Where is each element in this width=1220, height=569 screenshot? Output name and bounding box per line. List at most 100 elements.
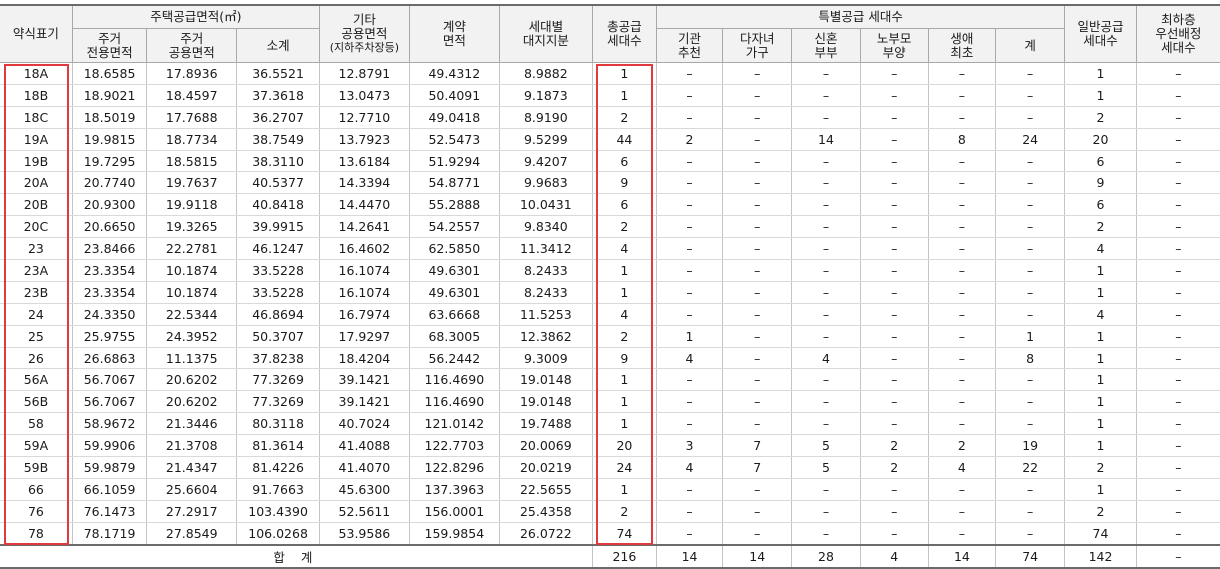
table-cell: – [791, 193, 861, 217]
table-cell: 4 [591, 303, 657, 326]
total-cell: 4 [859, 543, 929, 569]
table-cell: 41.4070 [318, 456, 410, 479]
table-cell: 38.3110 [236, 150, 320, 173]
table-cell: 156.0001 [408, 500, 500, 523]
table-cell: 77.3269 [236, 390, 320, 414]
table-cell: – [1135, 106, 1220, 129]
total-row: 합 계 216 14 14 28 4 14 74 142 – [0, 543, 1220, 569]
table-cell: – [1135, 215, 1220, 239]
table-cell: 19.9815 [71, 128, 148, 151]
table-cell: 24.3952 [146, 325, 238, 348]
table-cell: 5 [791, 434, 861, 458]
total-label: 합 계 [0, 543, 593, 569]
table-cell: 59.9879 [71, 456, 148, 479]
table-cell: – [1135, 193, 1220, 217]
table-cell: 19.3265 [146, 215, 238, 239]
table-cell: – [655, 84, 724, 107]
table-cell: – [859, 522, 929, 546]
table-cell: 19.0148 [498, 390, 593, 414]
table-cell: – [722, 390, 793, 414]
header-contract-area: 계약 면적 [408, 4, 500, 63]
housing-supply-table: 약식표기 주택공급면적(㎡) 기타 공용면적 (지하주차장등) 계약 면적 세대… [0, 4, 1220, 569]
table-cell: – [859, 500, 929, 523]
table-cell: – [1135, 84, 1220, 107]
table-cell: – [722, 412, 793, 436]
table-cell: – [655, 412, 724, 436]
table-cell: 45.6300 [318, 478, 410, 501]
table-cell: – [1135, 259, 1220, 282]
table-cell: 2 [1064, 456, 1137, 479]
table-cell: 19.9118 [146, 193, 238, 217]
table-cell: – [1135, 456, 1220, 479]
table-cell: 4 [791, 347, 861, 370]
table-cell: 9 [591, 171, 657, 195]
table-cell: – [994, 62, 1066, 85]
table-row: 56B 56.7067 20.6202 77.3269 39.1421 116.4690 1… [0, 390, 1220, 414]
table-cell: – [859, 128, 929, 151]
table-cell: 50.3707 [236, 325, 320, 348]
type-code-cell: 23A [0, 259, 73, 282]
table-cell: 56.7067 [71, 390, 148, 414]
table-cell: 59.9906 [71, 434, 148, 458]
table-cell: 78.1719 [71, 522, 148, 546]
table-cell: – [994, 390, 1066, 414]
table-cell: 19.0148 [498, 368, 593, 392]
total-cell: 28 [791, 543, 861, 569]
table-cell: – [791, 522, 861, 546]
table-cell: 46.8694 [236, 303, 320, 326]
table-cell: 1 [591, 412, 657, 436]
table-cell: – [1135, 500, 1220, 523]
table-cell: – [859, 84, 929, 107]
table-cell: – [655, 478, 724, 501]
total-cell: 142 [1064, 543, 1137, 569]
table-cell: 16.1074 [318, 281, 410, 304]
table-cell: 77.3269 [236, 368, 320, 392]
table-cell: – [1135, 368, 1220, 392]
table-cell: 6 [1064, 193, 1137, 217]
table-cell: 121.0142 [408, 412, 500, 436]
table-row: 20B 20.9300 19.9118 40.8418 14.4470 55.2888 10… [0, 193, 1220, 217]
table-cell: 103.4390 [236, 500, 320, 523]
table-cell: 76.1473 [71, 500, 148, 523]
table-cell: 19.7488 [498, 412, 593, 436]
table-cell: – [859, 259, 929, 282]
table-cell: 46.1247 [236, 237, 320, 261]
table-cell: 1 [591, 390, 657, 414]
table-cell: 38.7549 [236, 128, 320, 151]
table-cell: – [994, 259, 1066, 282]
table-cell: – [791, 259, 861, 282]
table-cell: 8.9190 [498, 106, 593, 129]
table-cell: 9.1873 [498, 84, 593, 107]
table-cell: – [1135, 171, 1220, 195]
table-cell: – [927, 106, 996, 129]
table-cell: – [722, 325, 793, 348]
table-row: 58 58.9672 21.3446 80.3118 40.7024 121.0142 19… [0, 412, 1220, 436]
table-cell: 18.4597 [146, 84, 238, 107]
table-cell: – [791, 281, 861, 304]
table-cell: 18.9021 [71, 84, 148, 107]
table-cell: 2 [591, 500, 657, 523]
type-code-cell: 18A [0, 62, 73, 85]
table-cell: 18.6585 [71, 62, 148, 85]
table-cell: 1 [1064, 368, 1137, 392]
total-cell: 74 [994, 543, 1066, 569]
table-cell: 6 [591, 193, 657, 217]
table-cell: 1 [591, 84, 657, 107]
table-cell: – [994, 522, 1066, 546]
table-row: 25 25.9755 24.3952 50.3707 17.9297 68.3005 12.… [0, 325, 1220, 348]
total-cell: 14 [722, 543, 793, 569]
header-housing-supply-area: 주택공급면적(㎡) [71, 4, 320, 29]
table-cell: 1 [1064, 281, 1137, 304]
table-cell: 24.3350 [71, 303, 148, 326]
table-cell: 22 [994, 456, 1066, 479]
total-cell: 14 [927, 543, 996, 569]
table-cell: 17.7688 [146, 106, 238, 129]
table-cell: – [994, 84, 1066, 107]
table-cell: – [722, 84, 793, 107]
table-cell: 8.9882 [498, 62, 593, 85]
table-cell: 5 [791, 456, 861, 479]
table-cell: 122.8296 [408, 456, 500, 479]
table-cell: 1 [1064, 478, 1137, 501]
table-cell: 63.6668 [408, 303, 500, 326]
table-cell: – [722, 62, 793, 85]
